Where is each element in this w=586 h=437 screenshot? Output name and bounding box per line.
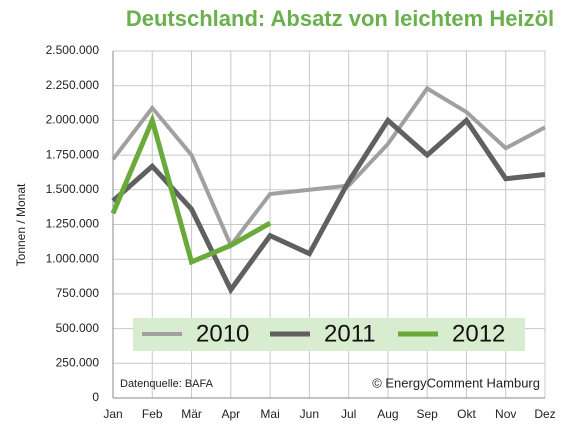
x-tick-label: Aug <box>377 407 398 421</box>
series-line <box>111 116 546 295</box>
y-tick-label: 2.500.000 <box>46 43 100 57</box>
x-tick-label: Nov <box>495 407 516 421</box>
y-axis-label: Tonnen / Monat <box>14 183 28 266</box>
legend-label: 2012 <box>452 320 505 347</box>
y-tick-label: 1.500.000 <box>46 182 100 196</box>
legend-label: 2010 <box>196 320 249 347</box>
y-tick-label: 2.000.000 <box>46 113 100 127</box>
x-tick-label: Dez <box>534 407 555 421</box>
y-tick-label: 1.250.000 <box>46 217 100 231</box>
x-tick-label: Jun <box>300 407 319 421</box>
x-tick-label: Mai <box>260 407 279 421</box>
x-tick-label: Feb <box>142 407 163 421</box>
source-note: Datenquelle: BAFA <box>120 378 214 390</box>
credit-note: © EnergyComment Hamburg <box>372 375 540 390</box>
y-tick-label: 2.250.000 <box>46 78 100 92</box>
y-tick-label: 1.750.000 <box>46 147 100 161</box>
x-tick-label: Apr <box>221 407 240 421</box>
y-tick-label: 1.000.000 <box>46 251 100 265</box>
chart-title: Deutschland: Absatz von leichtem Heizöl <box>126 6 554 31</box>
x-tick-label: Jul <box>341 407 356 421</box>
y-tick-label: 500.000 <box>56 321 100 335</box>
x-tick-label: Jan <box>103 407 122 421</box>
series-line <box>110 112 272 266</box>
x-tick-label: Sep <box>417 407 439 421</box>
legend-label: 2011 <box>324 320 376 347</box>
y-tick-label: 250.000 <box>56 355 100 369</box>
x-tick-label: Mär <box>181 407 202 421</box>
y-tick-label: 750.000 <box>56 286 100 300</box>
legend-box <box>133 318 525 351</box>
x-tick-label: Okt <box>457 407 476 421</box>
y-tick-label: 0 <box>92 390 99 404</box>
series-line <box>111 85 546 250</box>
